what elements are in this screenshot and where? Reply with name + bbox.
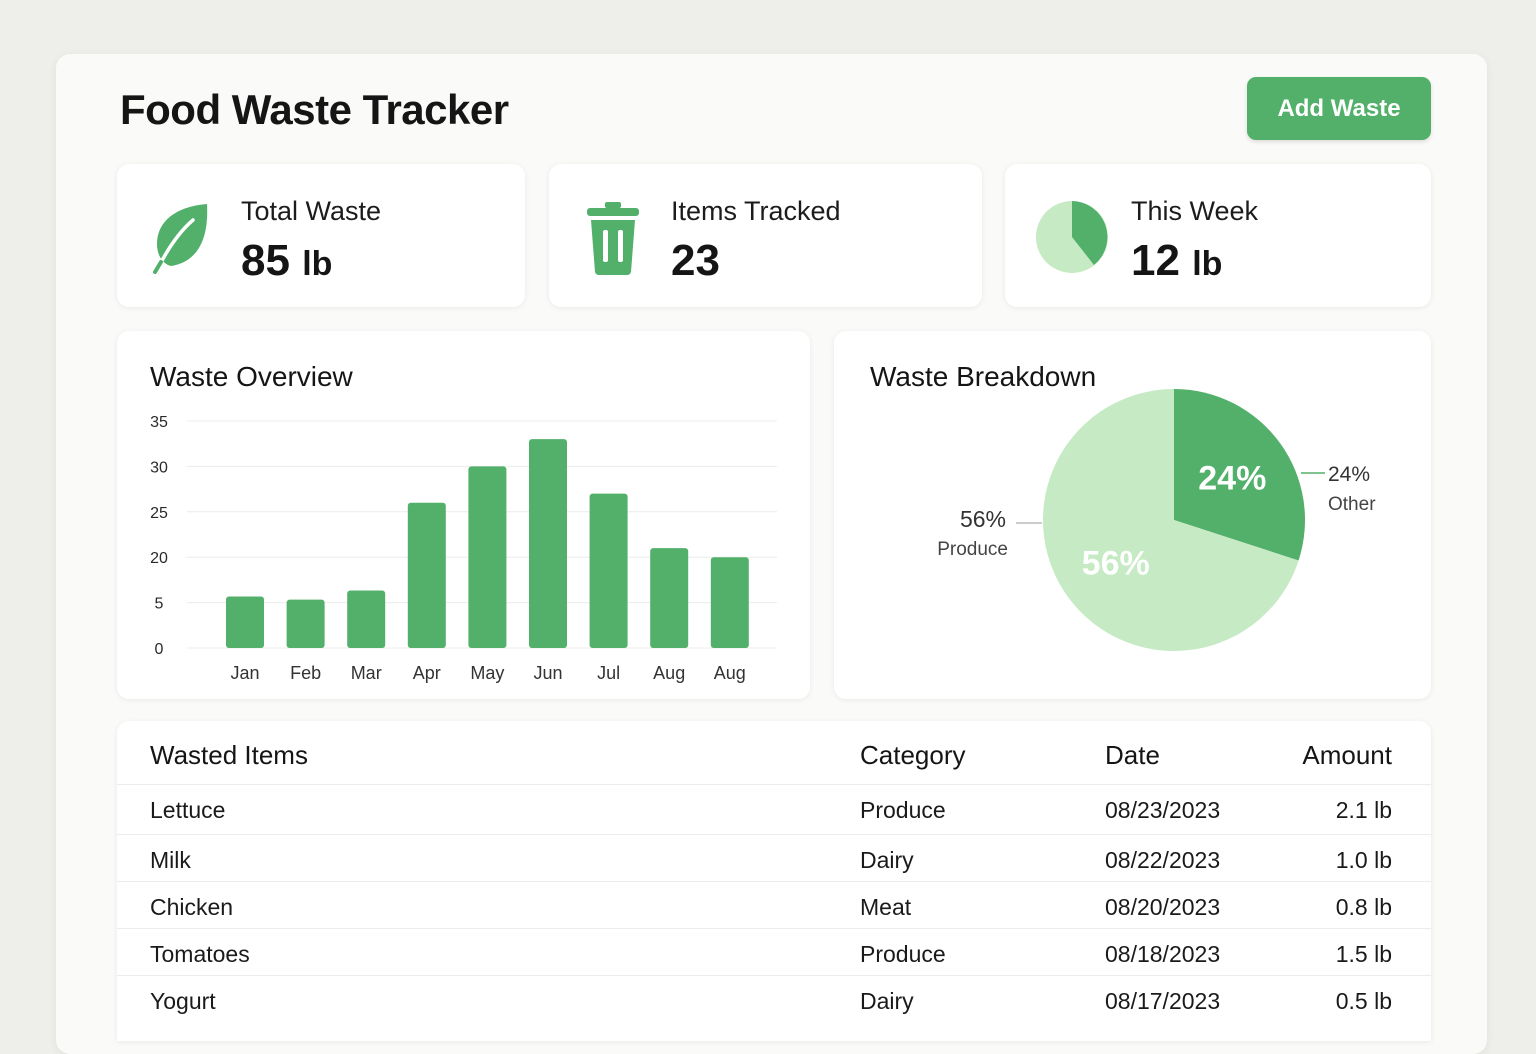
item-name: Yogurt (150, 988, 216, 1014)
table-row[interactable]: Lettuce Produce 08/23/2023 2.1 lb (117, 784, 1431, 832)
x-tick-label: Mar (351, 663, 382, 683)
leaf-icon (151, 200, 213, 279)
table-row[interactable]: Milk Dairy 08/22/2023 1.0 lb (117, 834, 1431, 882)
x-tick-label: Feb (290, 663, 321, 683)
column-header-date: Date (1105, 740, 1160, 770)
y-tick-label: 5 (155, 596, 164, 613)
callout-label: Other (1328, 494, 1376, 515)
y-tick-label: 35 (150, 414, 168, 431)
bar (407, 502, 446, 648)
bar (347, 590, 386, 648)
item-amount: 0.5 lb (1335, 988, 1392, 1014)
item-amount: 2.1 lb (1335, 797, 1392, 823)
trash-can-icon (585, 200, 641, 281)
pie-slice-label: 56% (1082, 544, 1150, 582)
item-name: Tomatoes (150, 941, 250, 967)
y-tick-label: 25 (150, 505, 168, 522)
stat-card-total-waste: Total Waste 85 lb (117, 164, 525, 307)
item-date: 08/18/2023 (1105, 941, 1221, 967)
bar (589, 493, 628, 648)
callout-percent: 24% (1328, 463, 1370, 486)
column-header-item: Wasted Items (150, 740, 308, 770)
bar-chart: 0 5 20 25 30 35 Jan Feb Mar Apr May Jun Jul Aug Aug (150, 414, 777, 683)
x-tick-label: Jan (230, 663, 259, 683)
chart-title: Waste Breakdown (870, 361, 1097, 392)
item-category: Produce (860, 797, 946, 823)
bar (226, 596, 264, 648)
pie-slice-produce (1043, 389, 1299, 651)
chart-title: Waste Overview (150, 361, 353, 392)
x-tick-label: Aug (653, 663, 685, 683)
item-category: Produce (860, 941, 946, 967)
column-header-amount: Amount (1302, 740, 1392, 770)
bar (468, 466, 507, 648)
waste-overview-card: Waste Overview 0 5 20 25 30 35 Jan Feb Mar Apr May… (117, 331, 810, 699)
stat-card-items-tracked: Items Tracked 23 (549, 164, 982, 307)
pie-chart-icon (1035, 200, 1109, 279)
table-row[interactable]: Yogurt Dairy 08/17/2023 0.5 lb (117, 975, 1431, 1023)
pie-slice-label: 24% (1198, 460, 1266, 498)
item-category: Dairy (860, 847, 914, 873)
item-name: Chicken (150, 894, 234, 920)
callout-percent: 56% (960, 506, 1006, 532)
item-amount: 1.5 lb (1335, 941, 1392, 967)
stat-label: This Week (1131, 196, 1259, 226)
stat-value: 23 (671, 236, 720, 285)
item-name: Lettuce (150, 797, 226, 823)
x-tick-label: Jun (533, 663, 562, 683)
item-date: 08/20/2023 (1105, 894, 1221, 920)
item-amount: 0.8 lb (1335, 894, 1392, 920)
stat-label: Total Waste (241, 196, 382, 226)
waste-breakdown-card: Waste Breakdown 24% 56% 24% Other 56% Produce (834, 331, 1431, 699)
item-date: 08/22/2023 (1105, 847, 1221, 873)
callout-label: Produce (937, 539, 1008, 560)
stat-value: 85 lb (241, 236, 333, 285)
add-waste-button[interactable]: Add Waste (1247, 77, 1431, 140)
stat-label: Items Tracked (671, 196, 841, 226)
item-amount: 1.0 lb (1335, 847, 1392, 873)
bar (710, 557, 749, 648)
bar (529, 439, 567, 648)
y-tick-label: 20 (150, 550, 168, 567)
x-tick-label: Jul (597, 663, 620, 683)
table-row[interactable]: Chicken Meat 08/20/2023 0.8 lb (117, 881, 1431, 929)
stat-value: 12 lb (1131, 236, 1223, 285)
bar (650, 548, 689, 648)
column-header-category: Category (860, 740, 966, 770)
item-category: Meat (860, 894, 912, 920)
x-tick-label: May (470, 663, 504, 683)
x-tick-label: Aug (714, 663, 746, 683)
y-tick-label: 0 (155, 641, 164, 658)
stat-card-this-week: This Week 12 lb (1005, 164, 1431, 307)
x-tick-label: Apr (413, 663, 441, 683)
item-date: 08/17/2023 (1105, 988, 1221, 1014)
pie-slice-other (1174, 389, 1305, 561)
y-tick-label: 30 (150, 459, 168, 476)
pie-chart: 24% 56% 24% Other 56% Produce (937, 389, 1376, 651)
item-name: Milk (150, 847, 191, 873)
page-title: Food Waste Tracker (120, 86, 509, 133)
table-row[interactable]: Tomatoes Produce 08/18/2023 1.5 lb (117, 928, 1431, 976)
item-category: Dairy (860, 988, 914, 1014)
item-date: 08/23/2023 (1105, 797, 1221, 823)
bar (286, 599, 325, 648)
